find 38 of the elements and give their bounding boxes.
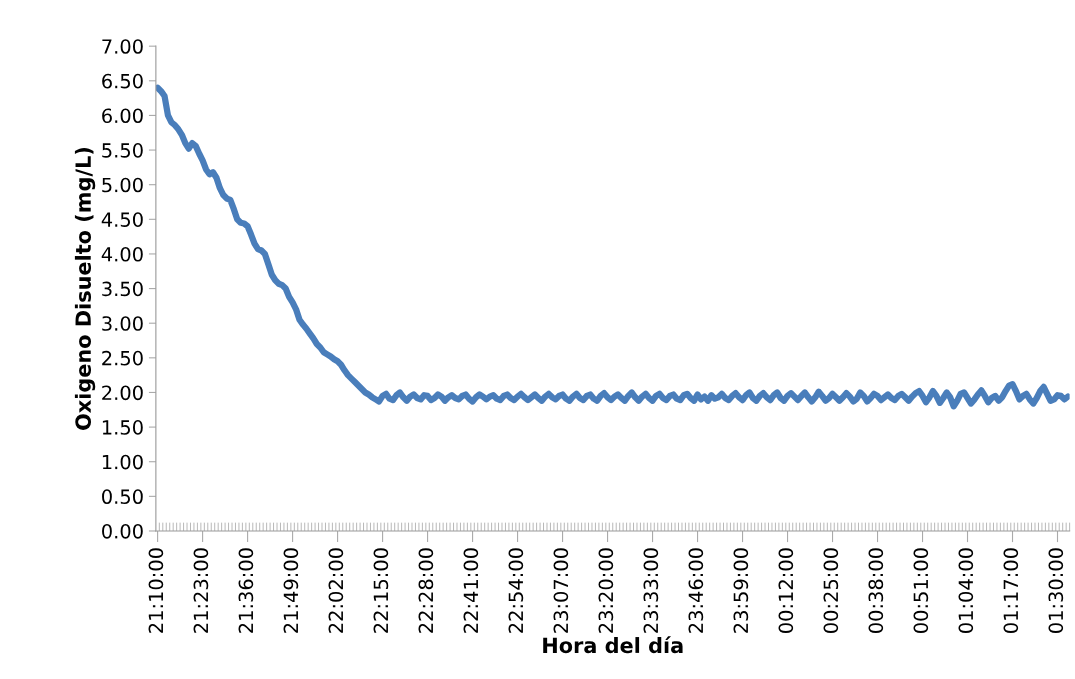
x-tick-label: 21:49:00 [283, 548, 299, 633]
y-tick-label: 1.00 [102, 454, 143, 470]
x-tick-label: 00:51:00 [913, 548, 929, 633]
x-tick-label: 01:30:00 [1048, 548, 1064, 633]
y-tick-label: 3.00 [102, 316, 143, 331]
y-tick-label: 6.00 [102, 108, 143, 124]
x-tick-label: 00:12:00 [778, 548, 794, 633]
x-tick-label: 22:02:00 [328, 548, 344, 633]
x-tick-label: 23:33:00 [643, 548, 659, 633]
x-tick-label: 22:54:00 [508, 548, 524, 633]
y-tick-label: 0.50 [102, 489, 143, 505]
x-tick-label: 22:41:00 [463, 548, 479, 633]
x-axis-title: Hora del día [543, 636, 683, 654]
y-axis-title: Oxigeno Disuelto (mg/L) [74, 148, 96, 430]
y-tick-label: 0.00 [102, 523, 143, 539]
y-tick-label: 3.50 [102, 281, 143, 297]
y-tick-label: 5.50 [102, 143, 143, 158]
x-tick-label: 01:17:00 [1003, 548, 1019, 633]
x-tick-label: 23:46:00 [688, 548, 704, 633]
x-tick-label: 00:38:00 [868, 548, 884, 633]
y-tick-label: 2.00 [102, 385, 143, 401]
y-tick-label: 7.00 [102, 39, 143, 54]
x-tick-label: 21:23:00 [193, 548, 209, 633]
y-tick-label: 4.00 [101, 246, 143, 262]
y-tick-label: 5.00 [102, 177, 143, 193]
y-tick-label: 1.50 [102, 420, 143, 435]
x-tick-label: 00:25:00 [823, 548, 839, 633]
y-tick-label: 4.50 [101, 212, 143, 227]
x-tick-label: 23:59:00 [733, 548, 749, 633]
x-tick-label: 21:10:00 [148, 548, 164, 633]
x-tick-label: 22:15:00 [373, 548, 389, 633]
x-tick-label: 21:36:00 [238, 548, 254, 633]
y-tick-label: 2.50 [102, 350, 143, 366]
x-tick-label: 23:20:00 [598, 548, 614, 633]
x-tick-label: 23:07:00 [553, 548, 569, 633]
y-tick-label: 6.50 [102, 73, 143, 89]
x-tick-label: 01:04:00 [958, 548, 974, 633]
x-tick-label: 22:28:00 [418, 548, 434, 633]
